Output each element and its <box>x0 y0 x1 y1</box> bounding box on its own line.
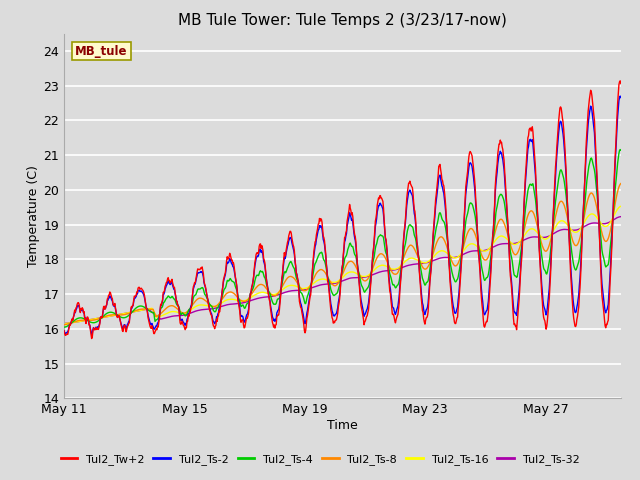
X-axis label: Time: Time <box>327 419 358 432</box>
Text: MB_tule: MB_tule <box>75 45 127 58</box>
Y-axis label: Temperature (C): Temperature (C) <box>28 165 40 267</box>
Title: MB Tule Tower: Tule Temps 2 (3/23/17-now): MB Tule Tower: Tule Temps 2 (3/23/17-now… <box>178 13 507 28</box>
Legend: Tul2_Tw+2, Tul2_Ts-2, Tul2_Ts-4, Tul2_Ts-8, Tul2_Ts-16, Tul2_Ts-32: Tul2_Tw+2, Tul2_Ts-2, Tul2_Ts-4, Tul2_Ts… <box>56 450 584 469</box>
